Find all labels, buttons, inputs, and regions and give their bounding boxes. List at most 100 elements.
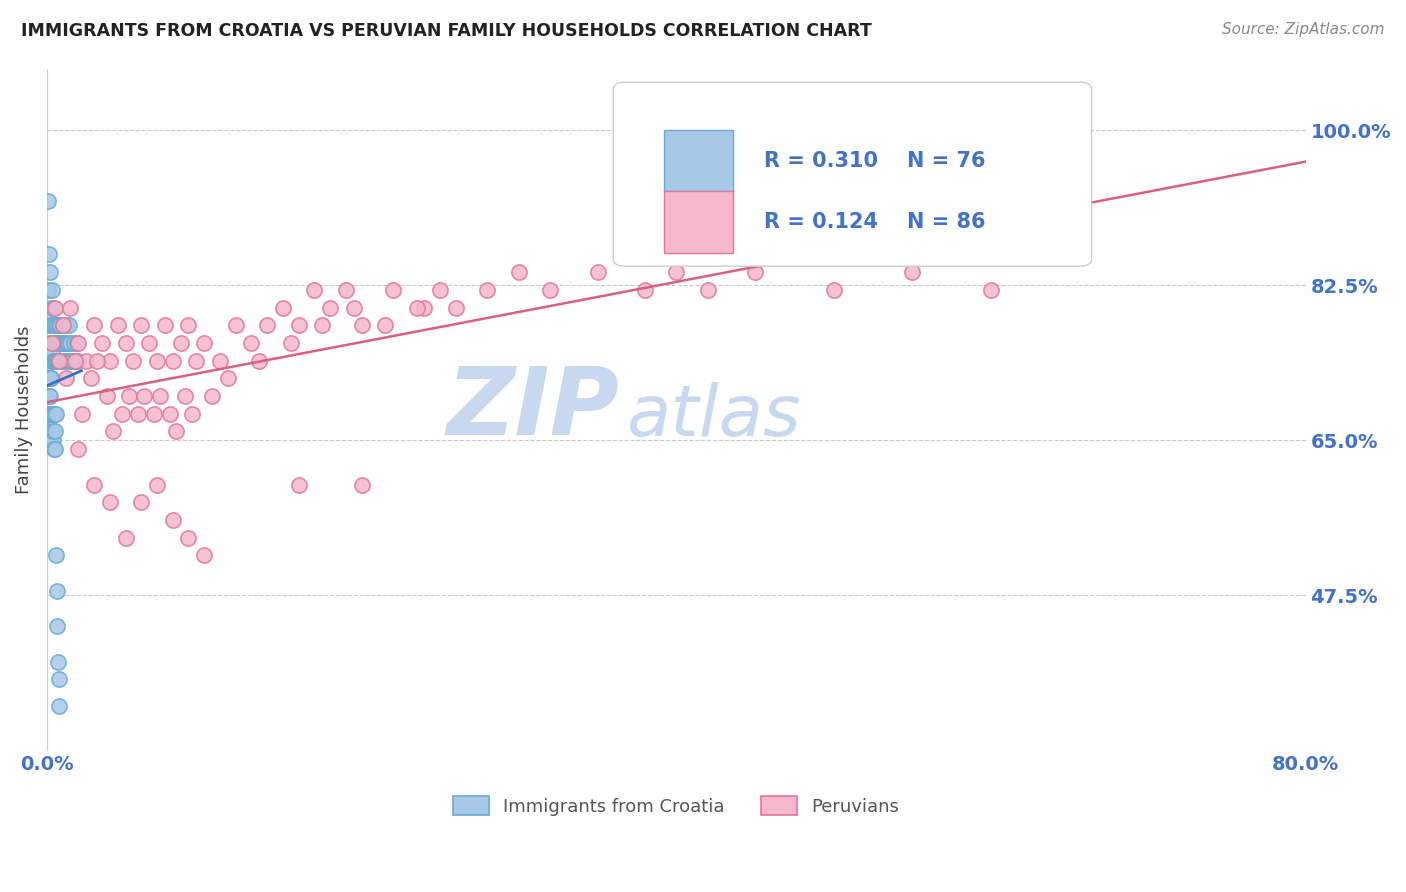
Point	[271, 301, 294, 315]
Point	[429, 283, 451, 297]
Point	[37, 371, 59, 385]
Point	[180, 407, 202, 421]
Point	[41, 283, 63, 297]
Point	[39, 371, 62, 385]
Point	[42, 353, 65, 368]
Point	[56, 353, 79, 368]
Point	[45, 318, 67, 333]
Point	[111, 407, 134, 421]
Point	[162, 513, 184, 527]
Point	[138, 335, 160, 350]
Point	[37, 407, 59, 421]
Point	[101, 425, 124, 439]
Point	[70, 407, 93, 421]
Point	[56, 335, 79, 350]
Point	[134, 389, 156, 403]
Point	[129, 495, 152, 509]
Text: ZIP: ZIP	[447, 363, 620, 455]
Point	[240, 335, 263, 350]
Point	[46, 353, 69, 368]
Point	[98, 495, 121, 509]
Point	[39, 371, 62, 385]
Point	[42, 301, 65, 315]
Text: atlas: atlas	[626, 382, 800, 450]
Point	[51, 335, 73, 350]
Point	[146, 353, 169, 368]
Point	[823, 283, 845, 297]
Point	[217, 371, 239, 385]
Point	[38, 389, 60, 403]
Point	[44, 442, 66, 457]
Point	[91, 335, 114, 350]
Point	[86, 353, 108, 368]
Point	[477, 283, 499, 297]
Point	[55, 371, 77, 385]
Point	[39, 265, 62, 279]
Point	[149, 389, 172, 403]
Point	[37, 425, 59, 439]
Point	[508, 265, 530, 279]
Point	[44, 425, 66, 439]
Point	[280, 335, 302, 350]
Text: R = 0.310    N = 76: R = 0.310 N = 76	[765, 151, 986, 170]
Point	[38, 407, 60, 421]
Point	[46, 335, 69, 350]
Point	[256, 318, 278, 333]
Point	[41, 335, 63, 350]
Y-axis label: Family Households: Family Households	[15, 325, 32, 493]
Point	[39, 389, 62, 403]
Point	[62, 335, 84, 350]
Point	[405, 301, 427, 315]
Point	[159, 407, 181, 421]
Point	[38, 389, 60, 403]
Point	[118, 389, 141, 403]
Point	[59, 335, 82, 350]
Point	[46, 619, 69, 633]
Point	[38, 353, 60, 368]
Point	[114, 335, 136, 350]
Point	[343, 301, 366, 315]
Point	[83, 318, 105, 333]
Text: IMMIGRANTS FROM CROATIA VS PERUVIAN FAMILY HOUSEHOLDS CORRELATION CHART: IMMIGRANTS FROM CROATIA VS PERUVIAN FAMI…	[21, 22, 872, 40]
Point	[38, 247, 60, 261]
Point	[350, 477, 373, 491]
Point	[114, 531, 136, 545]
Point	[37, 318, 59, 333]
Point	[63, 353, 86, 368]
Point	[45, 353, 67, 368]
Point	[48, 353, 70, 368]
Point	[48, 318, 70, 333]
Point	[46, 318, 69, 333]
Point	[44, 407, 66, 421]
Point	[586, 265, 609, 279]
Text: R = 0.124    N = 86: R = 0.124 N = 86	[765, 212, 986, 232]
Point	[665, 265, 688, 279]
Point	[247, 353, 270, 368]
Point	[52, 335, 75, 350]
Point	[744, 265, 766, 279]
Point	[39, 407, 62, 421]
Point	[96, 389, 118, 403]
Point	[46, 583, 69, 598]
Point	[335, 283, 357, 297]
Point	[44, 335, 66, 350]
Point	[45, 353, 67, 368]
Point	[413, 301, 436, 315]
Point	[83, 477, 105, 491]
Point	[42, 335, 65, 350]
Point	[208, 353, 231, 368]
Text: Source: ZipAtlas.com: Source: ZipAtlas.com	[1222, 22, 1385, 37]
Point	[39, 301, 62, 315]
Point	[177, 318, 200, 333]
Point	[59, 301, 82, 315]
FancyBboxPatch shape	[613, 82, 1091, 266]
Point	[41, 434, 63, 448]
Point	[287, 318, 309, 333]
Point	[38, 407, 60, 421]
Point	[67, 335, 90, 350]
Point	[48, 335, 70, 350]
Point	[538, 283, 561, 297]
Point	[107, 318, 129, 333]
Point	[311, 318, 333, 333]
Point	[41, 344, 63, 359]
